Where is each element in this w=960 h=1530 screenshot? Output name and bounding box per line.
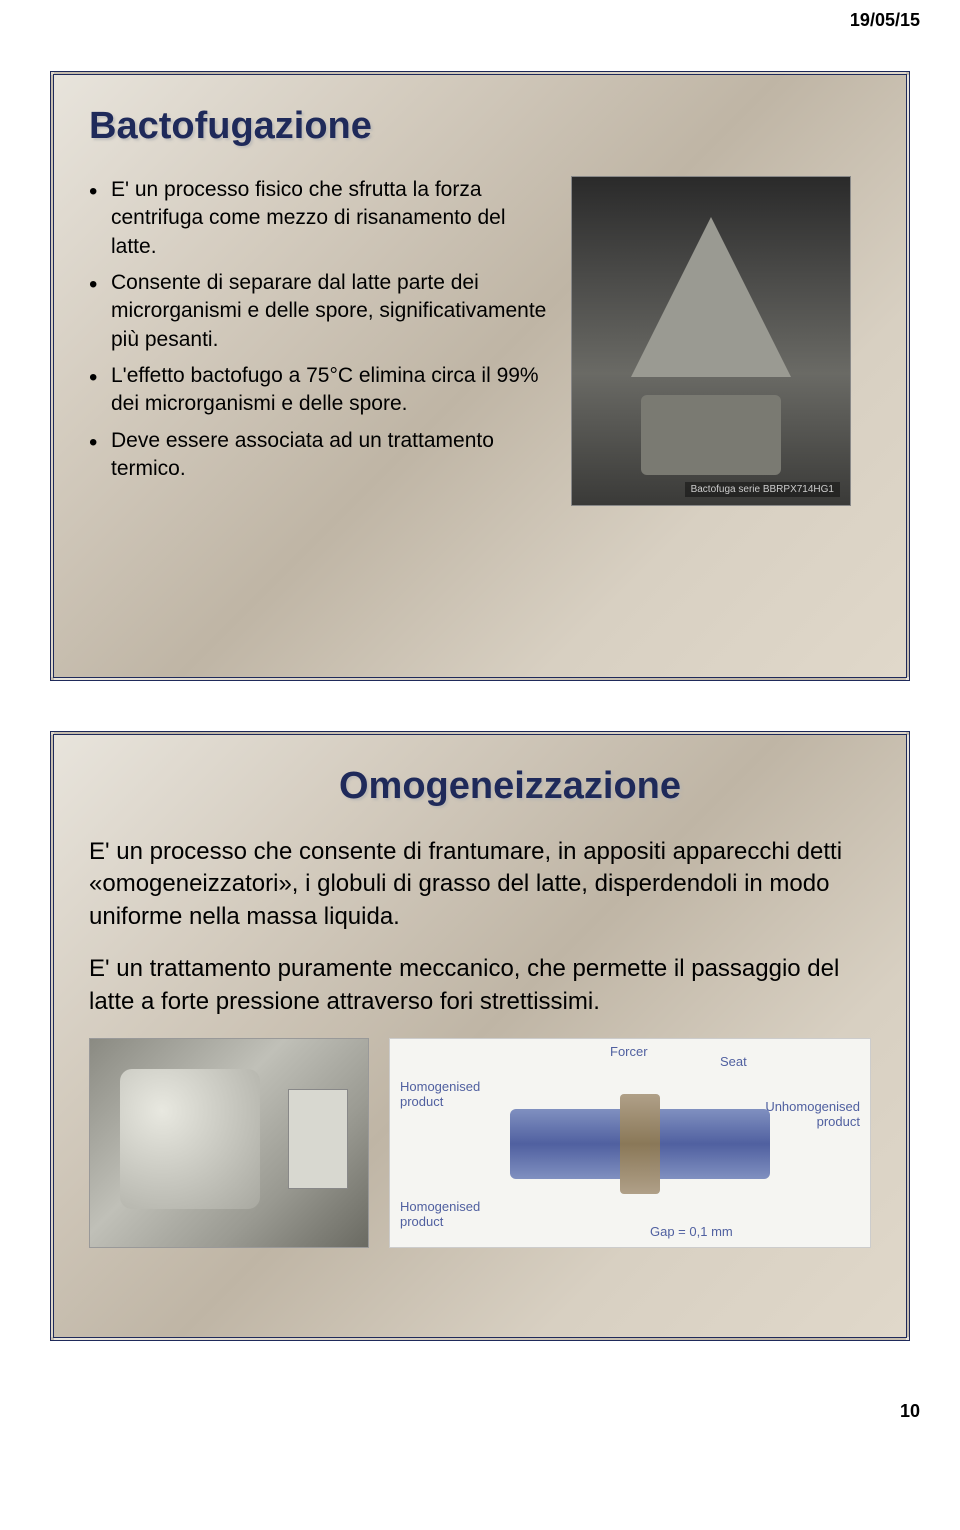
bactofuga-image: Bactofuga serie BBRPX714HG1 <box>571 176 851 506</box>
diagram-label-gap: Gap = 0,1 mm <box>650 1224 733 1239</box>
slide2-image-row: Forcer Seat Homogenised product Homogeni… <box>89 1038 871 1248</box>
slide1-body: E' un processo fisico che sfrutta la for… <box>89 176 871 506</box>
diagram-label-unhomogenised: Unhomogenised product <box>760 1099 860 1129</box>
panel-shape <box>288 1089 348 1189</box>
diagram-label-homogenised-bottom: Homogenised product <box>400 1199 500 1229</box>
machine-cone-shape <box>631 217 791 377</box>
tank-shape <box>120 1069 260 1209</box>
homogenizer-diagram: Forcer Seat Homogenised product Homogeni… <box>389 1038 871 1248</box>
slide2-paragraph-1: E' un processo che consente di frantumar… <box>89 836 871 933</box>
slide-omogeneizzazione: Omogeneizzazione E' un processo che cons… <box>50 731 910 1341</box>
slide1-text-column: E' un processo fisico che sfrutta la for… <box>89 176 551 506</box>
machine-body-shape <box>641 395 781 475</box>
diagram-label-forcer: Forcer <box>610 1044 648 1059</box>
diagram-label-seat: Seat <box>720 1054 747 1069</box>
slide1-bullet-list: E' un processo fisico che sfrutta la for… <box>89 176 551 483</box>
image-caption: Bactofuga serie BBRPX714HG1 <box>685 482 840 497</box>
list-item: L'effetto bactofugo a 75°C elimina circa… <box>89 362 551 419</box>
list-item: E' un processo fisico che sfrutta la for… <box>89 176 551 261</box>
page-number: 10 <box>0 1391 960 1452</box>
slide-bactofugazione: Bactofugazione E' un processo fisico che… <box>50 71 910 681</box>
slide2-title: Omogeneizzazione <box>89 765 871 808</box>
diagram-label-homogenised-top: Homogenised product <box>400 1079 500 1109</box>
page-date: 19/05/15 <box>0 0 960 51</box>
diagram-ring <box>620 1094 660 1194</box>
homogenizer-photo <box>89 1038 369 1248</box>
slide2-paragraph-2: E' un trattamento puramente meccanico, c… <box>89 953 871 1018</box>
list-item: Deve essere associata ad un trattamento … <box>89 427 551 484</box>
slide1-image-column: Bactofuga serie BBRPX714HG1 <box>571 176 871 506</box>
slide1-title: Bactofugazione <box>89 105 871 148</box>
list-item: Consente di separare dal latte parte dei… <box>89 269 551 354</box>
